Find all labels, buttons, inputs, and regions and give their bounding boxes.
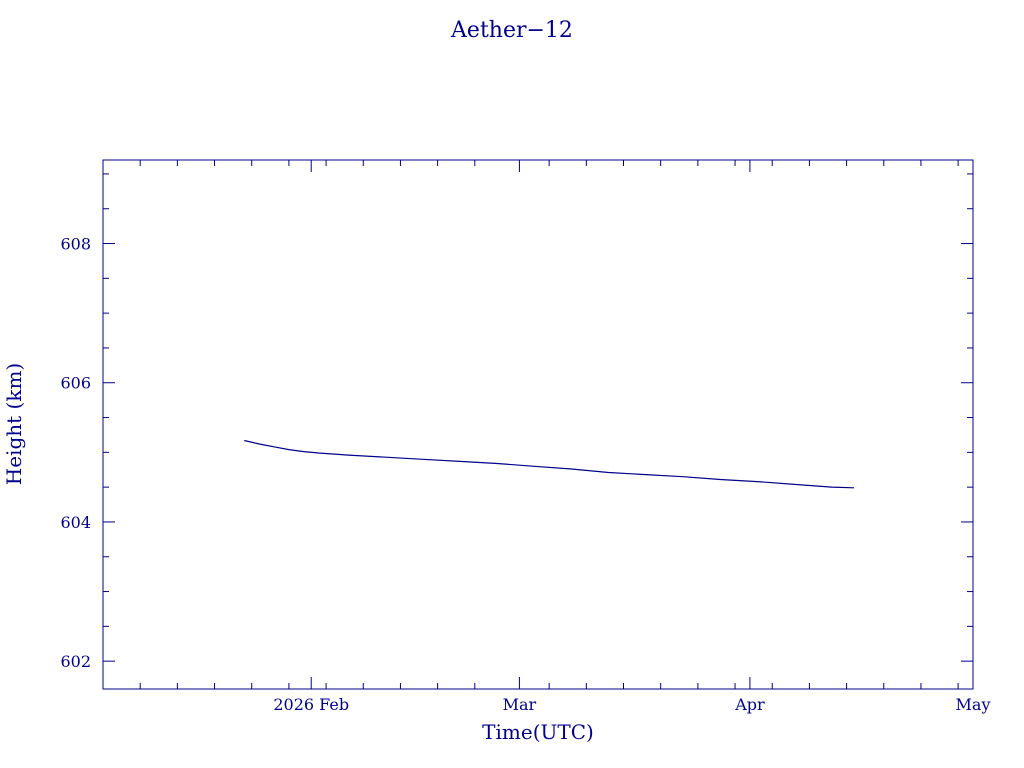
- x-tick-label: May: [956, 695, 991, 714]
- y-tick-label: 606: [60, 374, 91, 393]
- chart-title: Aether−12: [450, 18, 573, 43]
- y-axis-label: Height (km): [2, 363, 26, 485]
- x-tick-label: Apr: [734, 695, 765, 714]
- plot-frame: [102, 159, 974, 690]
- y-tick-label: 602: [60, 652, 91, 671]
- x-axis-label: Time(UTC): [482, 720, 594, 744]
- x-tick-label: Mar: [503, 695, 537, 714]
- x-axis-tick-labels: 2026 Feb Mar Apr May: [273, 695, 990, 714]
- y-tick-label: 604: [60, 513, 91, 532]
- y-axis-ticks: [103, 173, 973, 662]
- y-axis-tick-labels: 602 604 606 608: [60, 235, 91, 672]
- y-tick-label: 608: [60, 235, 91, 254]
- series-line: [244, 439, 855, 489]
- x-tick-label: 2026 Feb: [273, 695, 349, 714]
- x-axis-ticks: [102, 160, 974, 689]
